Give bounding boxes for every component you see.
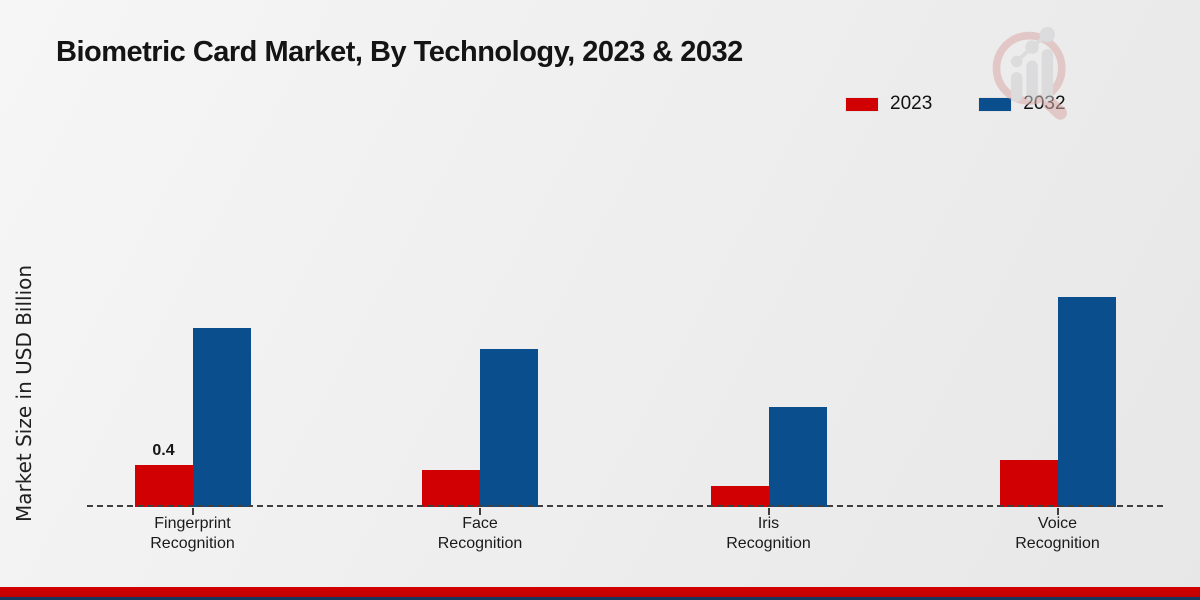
category-label-face-recognition: Face Recognition: [437, 515, 523, 552]
footer-navy-stripe: [0, 597, 1200, 600]
bar-value-label: 0.4: [152, 442, 175, 459]
x-axis-baseline: [87, 505, 1163, 507]
legend-item-2023: 2023: [845, 93, 932, 115]
footer-red-stripe: [0, 587, 1200, 600]
bar-2032-fingerprint-recognition: [192, 328, 251, 507]
bar-2023-iris-recognition: [710, 486, 769, 507]
x-axis-tick: [767, 508, 770, 515]
bar-2032-face-recognition: [480, 349, 538, 507]
category-label-voice-recognition: Voice Recognition: [1015, 515, 1100, 552]
bar-2023-voice-recognition: [999, 460, 1058, 507]
category-label-iris-recognition: Iris Recognition: [726, 515, 811, 552]
magnifier-chart-logo-icon: [992, 26, 1067, 120]
bar-2032-voice-recognition: [1057, 297, 1116, 507]
legend-label: 2023: [890, 93, 933, 114]
category-label-fingerprint-recognition: Fingerprint Recognition: [150, 515, 235, 552]
x-axis-tick: [479, 508, 481, 515]
chart-title: Biometric Card Market, By Technology, 20…: [56, 36, 743, 68]
legend-swatch-2032: [978, 96, 1013, 112]
bar-2023-fingerprint-recognition: [134, 465, 193, 507]
bar-2023-face-recognition: [422, 470, 480, 507]
legend-swatch-2023: [845, 96, 879, 112]
x-axis-tick: [191, 508, 194, 515]
bar-2032-iris-recognition: [768, 407, 827, 507]
x-axis-tick: [1056, 508, 1059, 515]
